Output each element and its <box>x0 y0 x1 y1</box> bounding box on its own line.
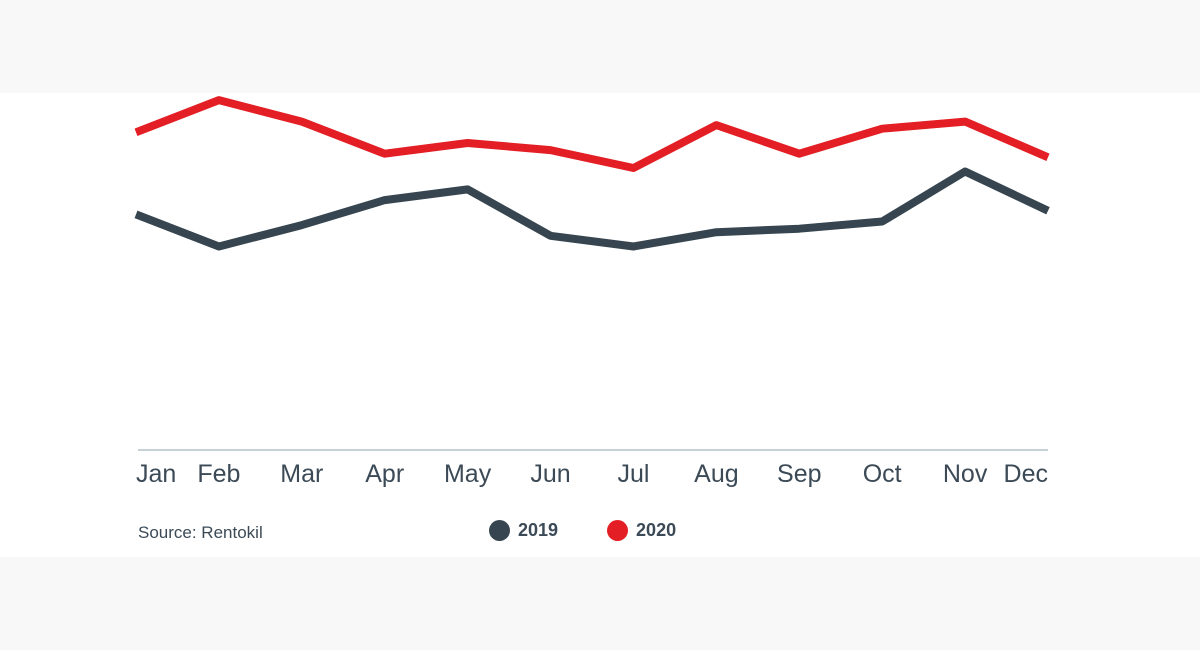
x-tick-labels: Jan Feb Mar Apr May Jun Jul Aug Sep Oct Nov Dec <box>136 460 1048 488</box>
legend-label-2019: 2019 <box>518 520 559 540</box>
x-tick-label: May <box>444 460 492 488</box>
x-tick-label: Feb <box>197 460 240 488</box>
series-line-2019 <box>134 167 1050 251</box>
legend-dot-2020 <box>607 520 629 541</box>
x-tick-label: Mar <box>280 460 323 488</box>
x-tick-label: Nov <box>943 460 988 488</box>
x-tick-label: Jul <box>618 460 650 488</box>
legend: 2019 2020 <box>489 520 725 541</box>
source-note: Source: Rentokil <box>138 523 263 542</box>
legend-label-2020: 2020 <box>636 520 677 540</box>
x-tick-label: Jun <box>530 460 570 488</box>
line-chart: Jan Feb Mar Apr May Jun Jul Aug Sep Oct Nov Dec <box>134 96 1050 488</box>
legend-item-2019: 2019 <box>489 520 558 541</box>
legend-item-2020: 2020 <box>607 520 676 541</box>
chart-card: Jan Feb Mar Apr May Jun Jul Aug Sep Oct Nov Dec Sou… <box>0 93 1200 557</box>
series-layer <box>134 96 1050 251</box>
x-tick-label: Aug <box>694 460 738 488</box>
x-tick-label: Apr <box>365 460 404 488</box>
x-tick-label: Dec <box>1004 460 1048 488</box>
legend-dot-2019 <box>489 520 510 541</box>
x-tick-label: Oct <box>863 460 902 488</box>
x-tick-label: Sep <box>777 460 821 488</box>
x-tick-label: Jan <box>136 460 176 488</box>
series-line-2020 <box>134 96 1050 172</box>
